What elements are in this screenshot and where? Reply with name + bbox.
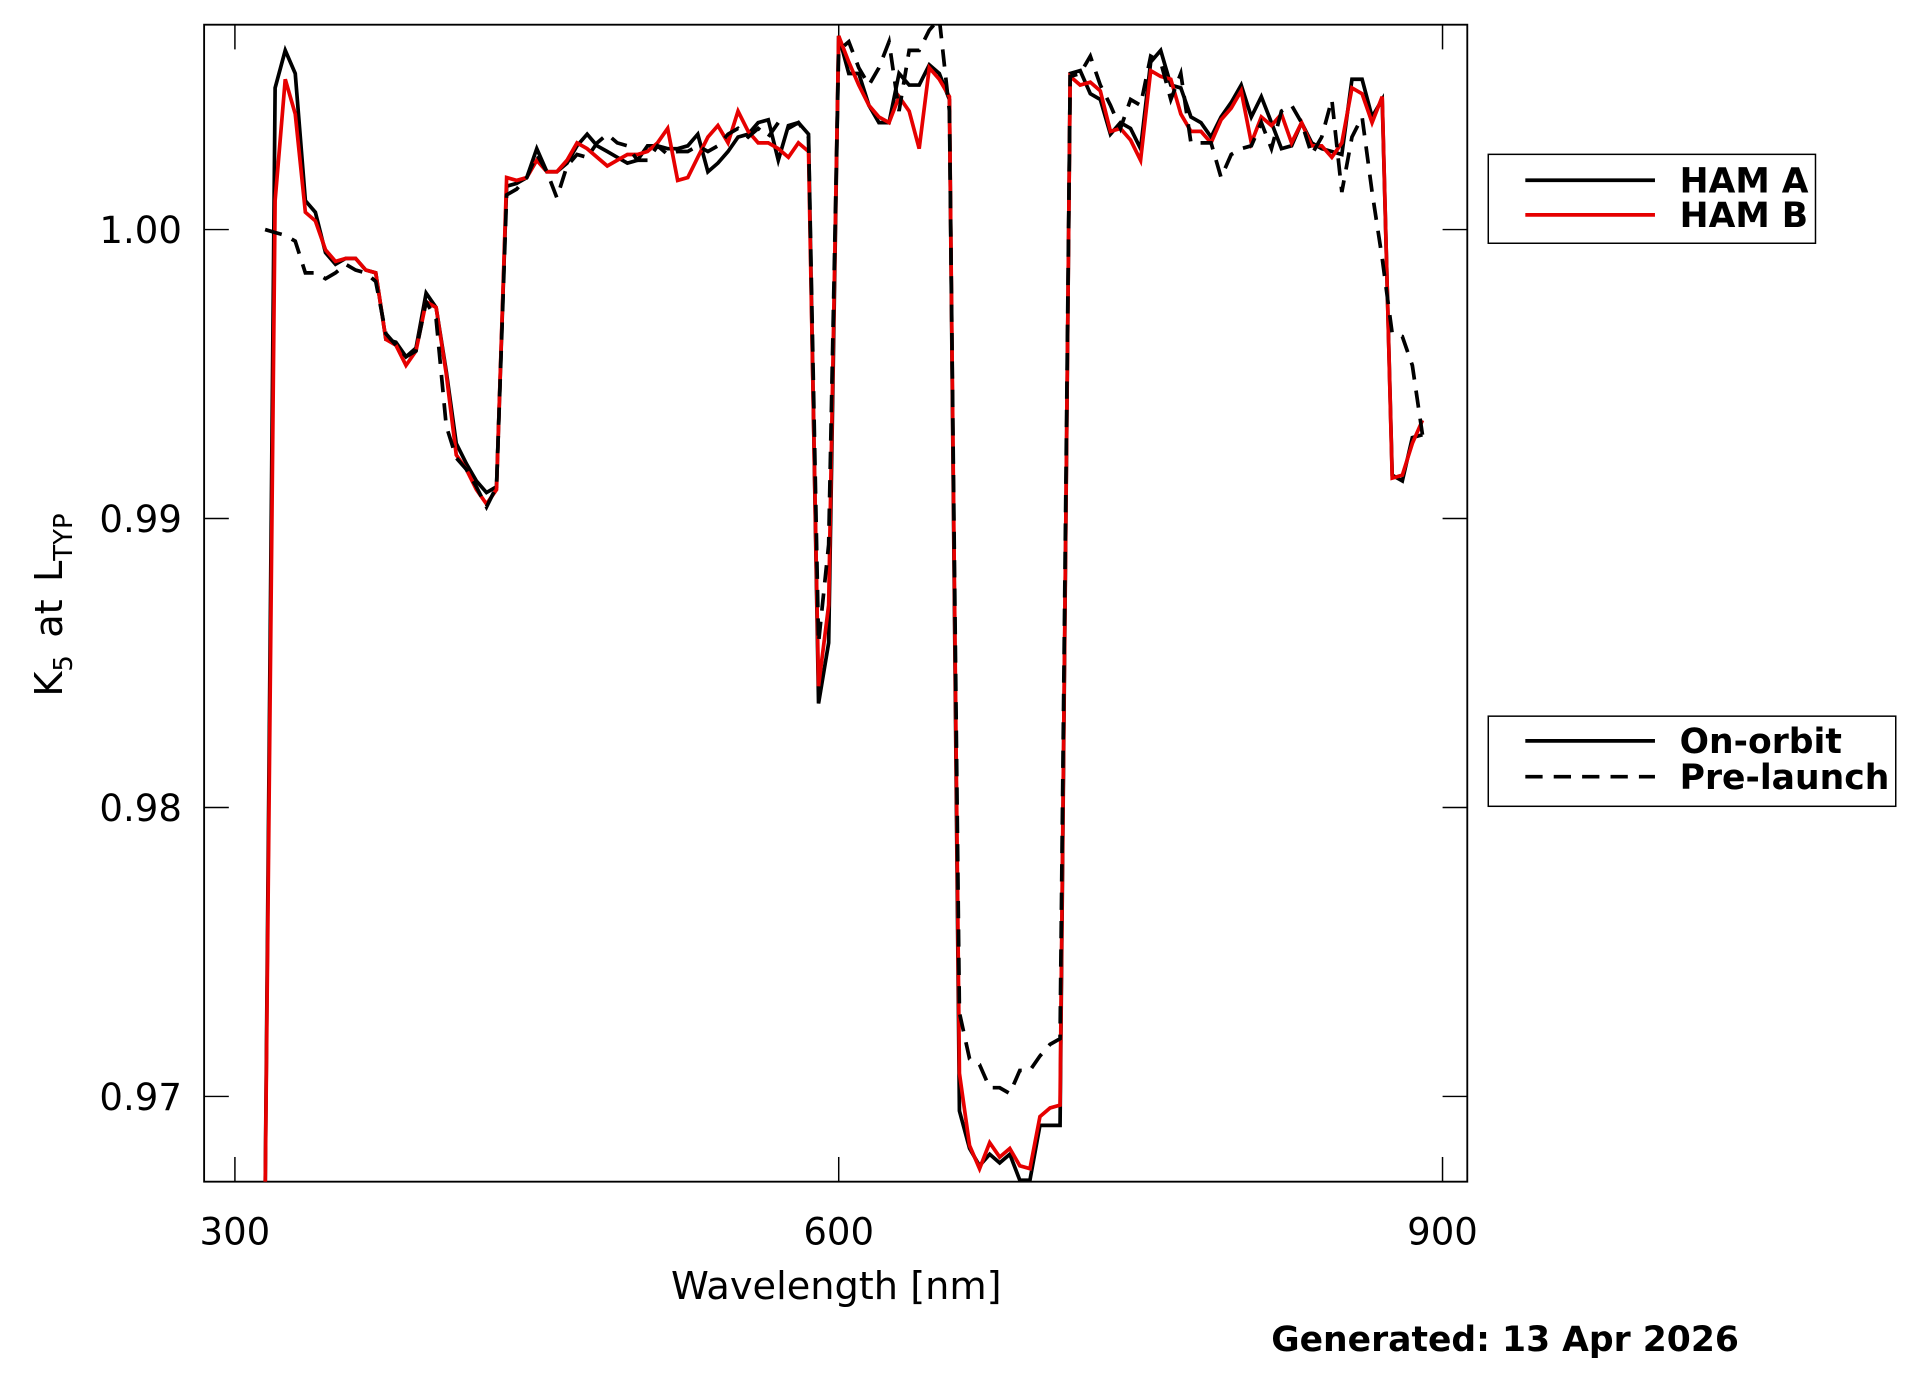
legend-label: HAM B: [1680, 196, 1808, 236]
x-axis-label: Wavelength [nm]: [671, 1264, 1002, 1309]
series-line: [263, 35, 1423, 1182]
legend-label: HAM A: [1680, 162, 1809, 202]
legend-label: Pre-launch: [1680, 758, 1890, 798]
series-line: [263, 35, 1425, 1182]
x-tick-label: 600: [803, 1211, 874, 1254]
y-label-part: K: [27, 671, 72, 697]
style-legend-box: [1487, 715, 1897, 808]
plot-frame: [203, 23, 1469, 1183]
x-tick-label: 300: [200, 1211, 271, 1254]
y-tick-label: 0.97: [99, 1076, 181, 1119]
y-axis-label: K5 at LTYP: [27, 513, 79, 696]
legend-label: On-orbit: [1680, 722, 1842, 762]
y-label-part: L: [27, 560, 72, 582]
series-line: [264, 24, 1425, 1097]
y-tick-label: 1.00: [99, 209, 181, 252]
y-label-part: 5: [49, 655, 79, 672]
footer: Generated: 13 Apr 2026: [1271, 1320, 1739, 1360]
x-tick-label: 900: [1407, 1211, 1478, 1254]
y-label-part: at: [27, 599, 72, 637]
y-tick-label: 0.98: [99, 787, 181, 830]
color-legend-box: [1487, 153, 1817, 244]
y-label-part: TYP: [49, 513, 79, 561]
y-tick-label: 0.99: [99, 498, 181, 541]
